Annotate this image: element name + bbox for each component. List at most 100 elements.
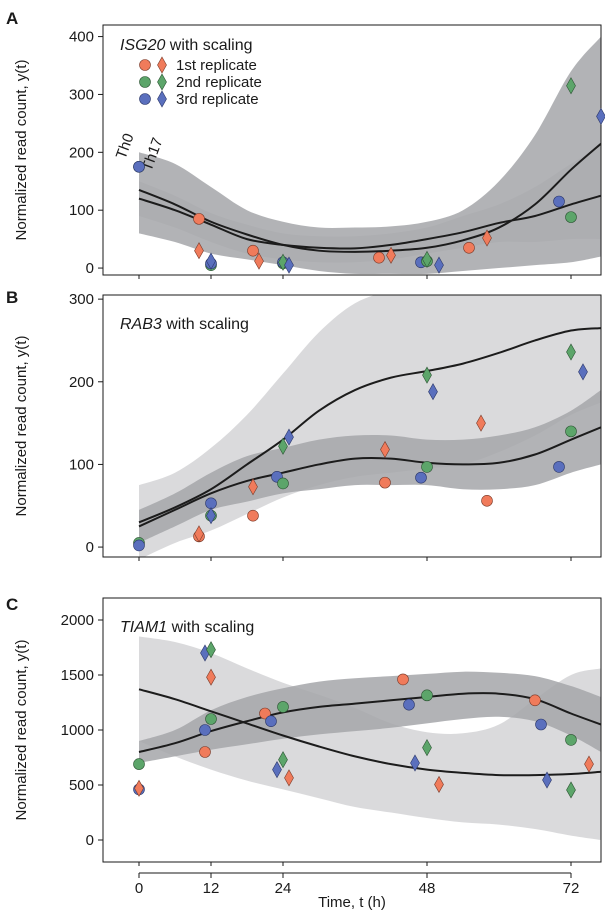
th17-point-rep3: [284, 428, 294, 446]
th17-point-rep2: [422, 738, 432, 757]
th0-point-rep1: [247, 244, 259, 257]
th0-point-rep1: [259, 707, 271, 720]
panel-title-b: RAB3 with scaling: [120, 316, 249, 333]
th17-point-rep1: [434, 775, 444, 794]
th0-confidence-band-a: [139, 36, 601, 275]
th0-point-rep1: [373, 251, 385, 264]
legend-label-1: 1st replicate: [176, 57, 257, 74]
th0-point-rep2: [565, 211, 577, 223]
gene-name-b: RAB3: [120, 316, 162, 333]
title-suffix-c: with scaling: [167, 619, 254, 636]
th17-point-rep3: [596, 107, 605, 126]
th17-point-rep2: [566, 781, 576, 799]
x-tick-label: 12: [203, 880, 220, 897]
th0-point-rep2: [565, 734, 577, 746]
x-tick-label: 72: [563, 880, 580, 897]
th17-point-rep2: [278, 437, 288, 455]
th17-point-rep2: [566, 343, 576, 361]
th17-point-rep3: [434, 256, 444, 274]
x-tick-label: 24: [275, 880, 292, 897]
title-suffix-b: with scaling: [162, 316, 249, 333]
y-axis-label-a: Normalized read count, y(t): [13, 60, 30, 241]
th17-point-rep1: [476, 414, 486, 432]
y-axis-label-c: Normalized read count, y(t): [13, 640, 30, 821]
panel-letter-a: A: [6, 9, 18, 28]
th17-mean-curve-b: [138, 327, 601, 524]
plot-frame-a: [102, 24, 602, 276]
th17-point-rep2: [422, 250, 432, 268]
th0-point-rep3: [553, 461, 565, 473]
th0-point-rep1: [397, 673, 409, 686]
th17-point-rep2: [206, 641, 216, 659]
th0-point-rep1: [463, 242, 475, 254]
th17-mean-curve-a: [138, 194, 601, 250]
y-tick-label-a: 400: [69, 29, 94, 46]
th0-point-rep1: [379, 476, 391, 489]
x-tick-label: 0: [135, 880, 143, 897]
th0-point-rep3: [403, 698, 415, 711]
legend-circle-1: [139, 59, 151, 71]
th0-point-rep3: [199, 724, 211, 736]
panel-title-a: ISG20 with scaling: [120, 37, 253, 54]
th17-point-rep3: [206, 507, 216, 525]
legend-label-2: 2nd replicate: [176, 74, 262, 91]
th0-point-rep1: [529, 694, 541, 707]
th17-point-rep1: [482, 229, 492, 247]
th17-point-rep1: [584, 755, 594, 773]
plot-area-c: [138, 636, 601, 840]
th0-point-rep2: [421, 689, 433, 702]
y-axis-label-b: Normalized read count, y(t): [13, 336, 30, 517]
th0-mean-curve-b: [138, 426, 601, 528]
th17-point-rep1: [194, 242, 204, 260]
th0-point-rep1: [199, 746, 211, 758]
th17-point-rep3: [542, 771, 552, 789]
legend-diamond-1: [157, 56, 167, 74]
th17-point-rep3: [272, 760, 282, 779]
legend-label-3: 3rd replicate: [176, 91, 259, 108]
y-tick-label-c: 0: [86, 832, 94, 849]
th17-point-rep3: [578, 363, 588, 381]
panel-c: C Normalized read count, y(t) TIAM1 with…: [6, 595, 602, 866]
panel-b: B Normalized read count, y(t) RAB3 with …: [6, 288, 602, 561]
legend: 1st replicate 2nd replicate 3rd replicat…: [139, 56, 262, 108]
y-tick-label-a: 300: [69, 86, 94, 103]
th0-confidence-band-c: [139, 671, 601, 763]
th17-point-rep3: [206, 252, 216, 270]
y-tick-label-a: 200: [69, 144, 94, 161]
th0-point-rep3: [133, 539, 145, 552]
y-tick-label-c: 1000: [61, 722, 94, 739]
y-tick-label-a: 0: [86, 260, 94, 277]
th0-point-rep3: [133, 160, 145, 173]
th0-point-rep2: [277, 701, 289, 713]
y-tick-label-c: 500: [69, 777, 94, 794]
x-axis: 0 12 24 48 72: [135, 872, 580, 897]
panel-title-c: TIAM1 with scaling: [120, 619, 254, 636]
th0-point-rep2: [133, 758, 145, 770]
th0-point-rep3: [553, 195, 565, 208]
gene-name-c: TIAM1: [120, 619, 167, 636]
th0-confidence-band-b: [139, 390, 601, 543]
th0-point-rep1: [193, 213, 205, 225]
plot-frame-b: [102, 294, 602, 558]
x-axis-label: Time, t (h): [318, 894, 386, 911]
y-tick-label-c: 1500: [61, 667, 94, 684]
x-tick-label: 48: [419, 880, 436, 897]
th0-point-rep2: [421, 461, 433, 473]
th17-mean-curve-c: [138, 688, 601, 777]
th0-point-rep2: [277, 477, 289, 490]
th17-point-rep2: [422, 366, 432, 384]
th17-point-rep3: [410, 754, 420, 772]
y-tick-label-c: 2000: [61, 612, 94, 629]
th17-point-rep1: [248, 478, 258, 496]
th17-confidence-band-c: [139, 636, 601, 840]
th0-point-rep3: [535, 718, 547, 731]
gene-name-a: ISG20: [120, 37, 165, 54]
th0-point-rep3: [265, 715, 277, 728]
th17-point-rep2: [278, 253, 288, 271]
th0-point-rep2: [205, 713, 217, 725]
th0-point-rep2: [565, 425, 577, 438]
legend-circle-3: [139, 93, 151, 105]
th0-point-rep3: [415, 471, 427, 484]
y-tick-label-a: 100: [69, 202, 94, 219]
